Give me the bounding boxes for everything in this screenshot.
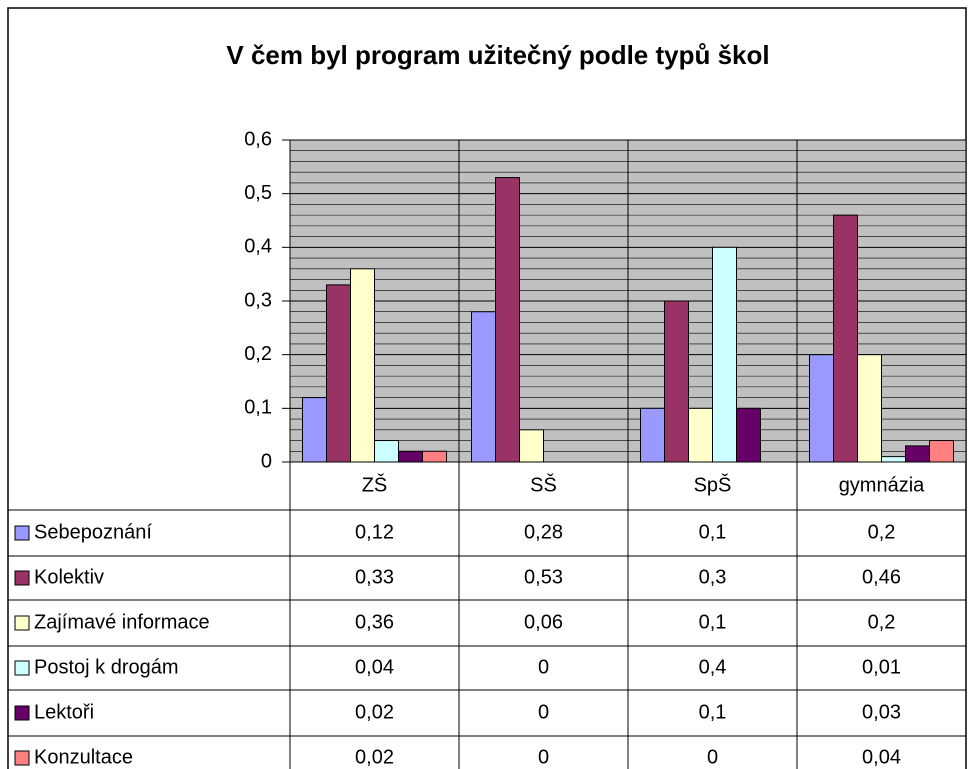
bar — [350, 268, 375, 463]
bar — [664, 300, 689, 463]
table-value: 0,02 — [355, 746, 394, 768]
chart-title: V čem byl program užitečný podle typů šk… — [226, 40, 769, 70]
bar — [519, 429, 544, 463]
table-value: 0,36 — [355, 611, 394, 633]
legend-label: Sebepoznání — [34, 521, 152, 543]
bar — [688, 407, 713, 463]
legend-key — [14, 615, 30, 631]
y-tick-label: 0,3 — [244, 289, 272, 311]
y-tick-label: 0,2 — [244, 343, 272, 365]
table-value: 0 — [538, 746, 549, 768]
table-value: 0,1 — [699, 521, 727, 543]
bar — [736, 407, 761, 463]
table-value: 0,03 — [862, 701, 901, 723]
y-tick-label: 0,6 — [244, 128, 272, 150]
table-value: 0,12 — [355, 521, 394, 543]
legend-key — [14, 570, 30, 586]
table-value: 0,3 — [699, 566, 727, 588]
legend-key — [14, 660, 30, 676]
table-value: 0,06 — [524, 611, 563, 633]
legend-label: Kolektiv — [34, 566, 104, 588]
bar — [640, 407, 665, 463]
table-value: 0,28 — [524, 521, 563, 543]
bar — [833, 214, 858, 463]
legend-label: Konzultace — [34, 746, 133, 768]
bar — [374, 440, 399, 463]
bar — [881, 456, 906, 463]
table-value: 0,2 — [868, 611, 896, 633]
bar — [398, 450, 423, 463]
table-value: 0,04 — [862, 746, 901, 768]
bar — [809, 354, 834, 463]
table-value: 0,1 — [699, 701, 727, 723]
bar — [326, 284, 351, 463]
bar — [929, 440, 954, 463]
x-tick-label: ZŠ — [362, 473, 388, 496]
table-value: 0 — [538, 656, 549, 678]
y-tick-label: 0 — [261, 450, 272, 472]
table-value: 0,2 — [868, 521, 896, 543]
table-value: 0,04 — [355, 656, 394, 678]
bar — [422, 450, 447, 463]
bar — [302, 397, 327, 463]
x-tick-label: SŠ — [530, 473, 557, 496]
legend-label: Zajímavé informace — [34, 611, 210, 633]
x-tick-label: gymnázia — [839, 474, 925, 496]
bar — [905, 445, 930, 463]
legend-key — [14, 525, 30, 541]
table-value: 0,1 — [699, 611, 727, 633]
table-value: 0,01 — [862, 656, 901, 678]
x-tick-label: SpŠ — [694, 473, 732, 496]
table-value: 0,4 — [699, 656, 727, 678]
bar — [857, 354, 882, 463]
legend-key — [14, 705, 30, 721]
table-value: 0,53 — [524, 566, 563, 588]
y-tick-label: 0,4 — [244, 236, 272, 258]
y-tick-label: 0,1 — [244, 397, 272, 419]
table-value: 0,33 — [355, 566, 394, 588]
bar — [712, 246, 737, 463]
legend-label: Lektoři — [34, 701, 94, 723]
bar — [495, 177, 520, 463]
table-value: 0 — [707, 746, 718, 768]
y-tick-label: 0,5 — [244, 182, 272, 204]
legend-label: Postoj k drogám — [34, 656, 179, 678]
legend-key — [14, 750, 30, 766]
table-value: 0,02 — [355, 701, 394, 723]
table-value: 0,46 — [862, 566, 901, 588]
bar — [471, 311, 496, 463]
table-value: 0 — [538, 701, 549, 723]
